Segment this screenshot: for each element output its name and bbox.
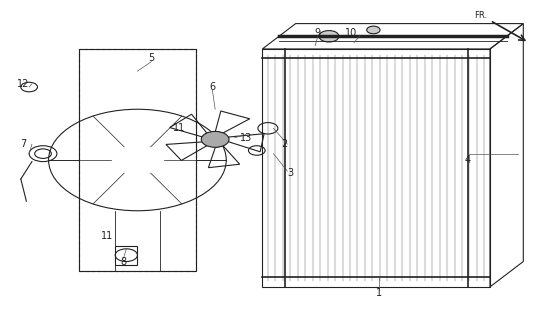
Text: 11: 11 [101,231,113,241]
Text: 13: 13 [239,133,252,143]
Text: 12: 12 [17,79,30,89]
Circle shape [319,31,339,42]
Circle shape [367,26,380,34]
Text: 4: 4 [465,155,471,165]
Text: 6: 6 [209,82,215,92]
Bar [79,49,196,271]
Text: 5: 5 [148,53,155,63]
Circle shape [201,132,229,147]
Text: 11: 11 [173,123,185,133]
Text: 2: 2 [281,139,288,149]
Text: 8: 8 [121,257,127,267]
Text: 3: 3 [287,168,293,178]
Text: 7: 7 [21,139,27,149]
Text: 1: 1 [376,288,382,298]
Bar [115,246,137,265]
Text: FR.: FR. [474,12,487,20]
Text: 10: 10 [345,28,357,38]
Text: 9: 9 [315,28,321,38]
